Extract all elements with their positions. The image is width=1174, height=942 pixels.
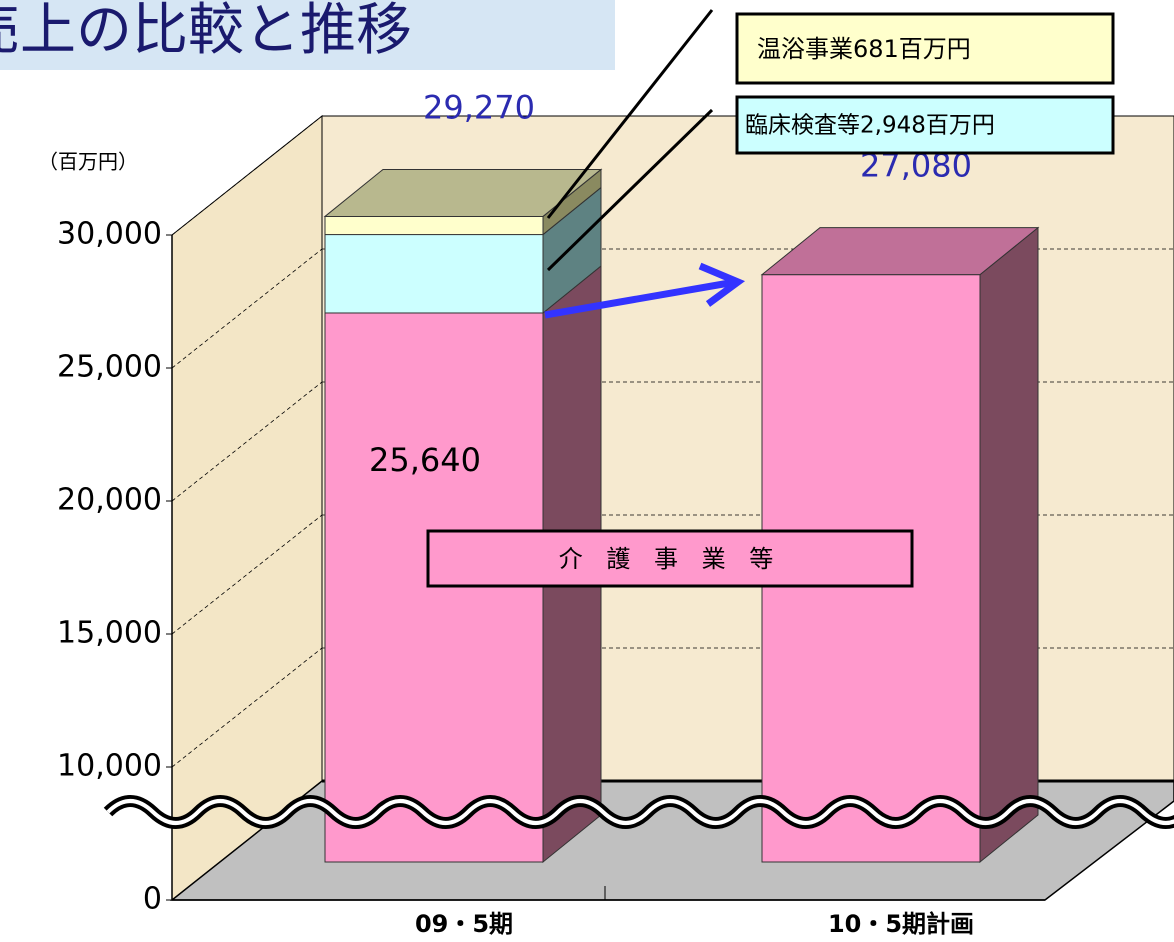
x-tick-label: 09・5期 xyxy=(415,910,513,938)
y-tick-label: 15,000 xyxy=(57,616,162,651)
y-tick-label: 20,000 xyxy=(57,483,162,518)
grid-line-side xyxy=(171,248,323,369)
callout-line xyxy=(546,108,714,272)
bar xyxy=(324,215,544,236)
y-axis-label: （百万円） xyxy=(38,150,138,174)
callout-line xyxy=(546,9,714,219)
callout-box xyxy=(735,12,1115,85)
title-band xyxy=(0,0,615,70)
total-label: 29,270 xyxy=(423,88,535,126)
bar-top xyxy=(760,227,1040,276)
callout-text: 臨床検査等2,948百万円 xyxy=(745,113,995,139)
grid-line-side xyxy=(171,115,323,236)
trend-arrow xyxy=(544,278,736,319)
callout-text: 温浴事業681百万円 xyxy=(757,35,971,63)
bar-top xyxy=(323,168,603,217)
y-tick-label: 0 xyxy=(143,882,162,917)
plot xyxy=(166,114,1174,902)
callout-box xyxy=(735,95,1115,155)
trend-arrow-head xyxy=(698,262,746,307)
x-tick-label: 10・5期計画 xyxy=(828,910,974,938)
value-label: 25,640 xyxy=(369,441,481,479)
chart-title: 売上の比較と推移 xyxy=(0,0,412,63)
series-label-box xyxy=(426,529,914,588)
bar xyxy=(324,234,544,314)
series-label: 介 護 事 業 等 xyxy=(559,545,782,573)
y-tick-label: 25,000 xyxy=(57,350,162,385)
grid-line-side xyxy=(171,381,323,502)
axis-break-inner xyxy=(106,799,1174,825)
side-wall xyxy=(171,114,323,902)
grid-line-side xyxy=(171,647,323,768)
y-tick-label: 30,000 xyxy=(57,217,162,252)
bar-side xyxy=(979,226,1039,864)
y-tick-label: 10,000 xyxy=(57,749,162,784)
grid-line-side xyxy=(171,514,323,635)
